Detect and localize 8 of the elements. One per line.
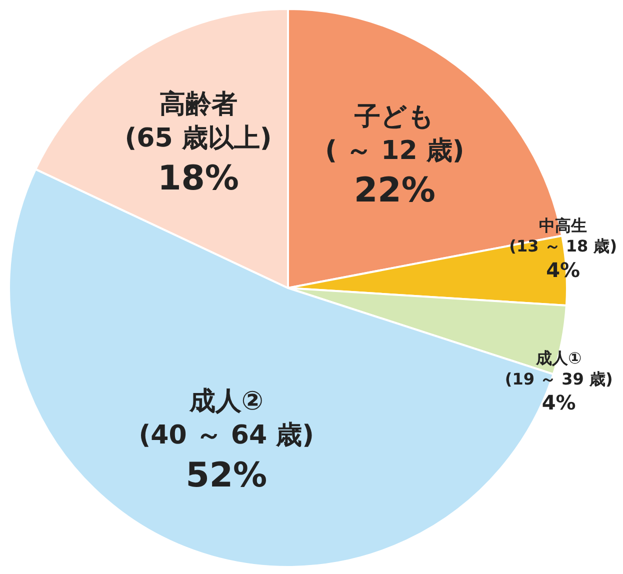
slice-label: 子ども ( ～ 12 歳) xyxy=(325,102,464,166)
data-label: 18% xyxy=(158,158,239,198)
slice-label: 高齢者 (65 歳以上) xyxy=(124,90,272,154)
data-label: 4% xyxy=(542,390,576,415)
slice-label: 成人② (40 ～ 64 歳) xyxy=(138,386,314,450)
slice-label: 成人① (19 ～ 39 歳) xyxy=(504,348,613,388)
data-label: 22% xyxy=(354,170,436,211)
data-label: 52% xyxy=(186,455,268,496)
